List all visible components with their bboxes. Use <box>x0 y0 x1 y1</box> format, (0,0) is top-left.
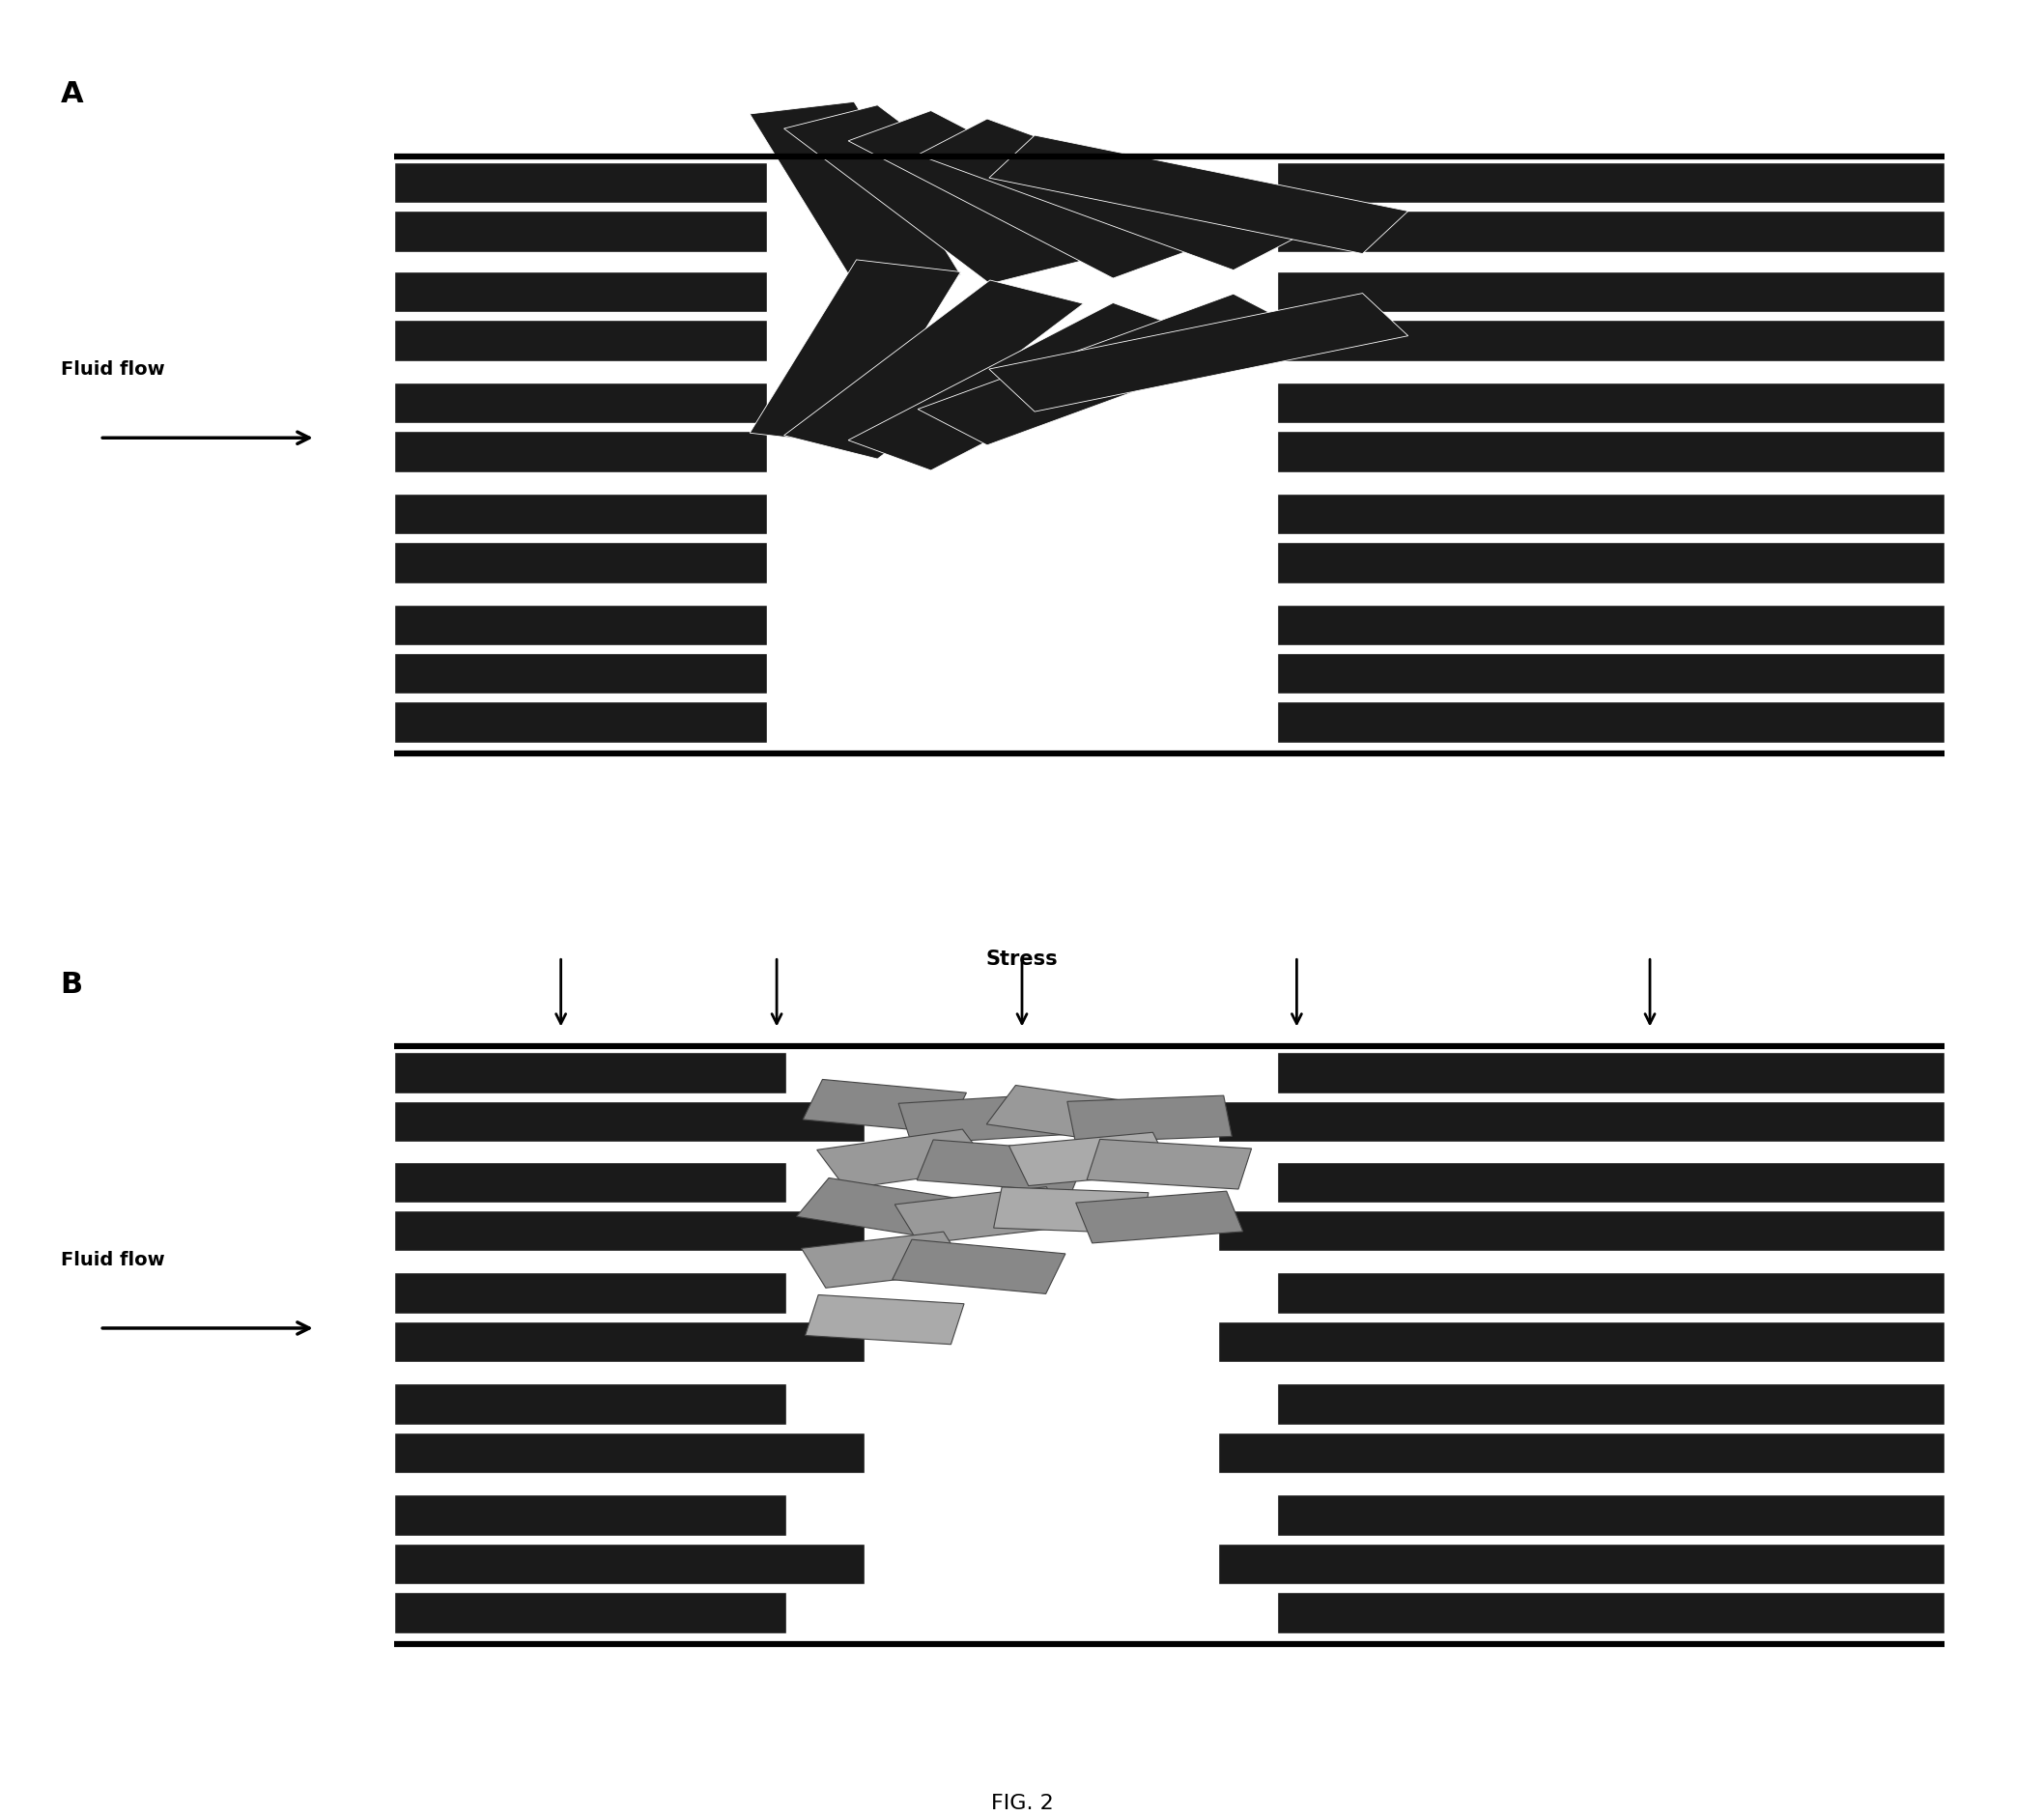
Bar <box>394 1322 865 1362</box>
Bar <box>1218 1322 1944 1362</box>
Bar <box>394 703 766 743</box>
Bar <box>989 294 1408 412</box>
Bar <box>394 321 766 361</box>
Bar <box>1218 1433 1944 1473</box>
Bar <box>989 136 1408 254</box>
Bar <box>797 1179 973 1240</box>
Bar <box>1278 163 1944 203</box>
Bar <box>394 654 766 694</box>
Bar <box>805 1295 965 1344</box>
Bar <box>993 1188 1149 1233</box>
Text: Stress: Stress <box>985 948 1059 968</box>
Bar <box>1278 543 1944 583</box>
Bar <box>1278 654 1944 694</box>
Bar <box>1010 1133 1173 1186</box>
Bar <box>394 211 766 252</box>
Bar <box>394 543 766 583</box>
Bar <box>785 105 1083 285</box>
Bar <box>394 1273 787 1315</box>
Text: B: B <box>61 970 84 999</box>
Bar <box>1278 703 1944 743</box>
Bar <box>1278 1162 1944 1202</box>
Bar <box>848 303 1196 470</box>
Bar <box>394 1100 865 1142</box>
Bar <box>1278 383 1944 425</box>
Bar <box>750 104 961 289</box>
Bar <box>899 1095 1067 1144</box>
Bar <box>1278 1384 1944 1426</box>
Bar <box>1278 1273 1944 1315</box>
Bar <box>394 1162 787 1202</box>
Text: A: A <box>61 80 84 109</box>
Bar <box>785 281 1083 459</box>
Bar <box>893 1240 1065 1295</box>
Text: Fluid flow: Fluid flow <box>61 1249 164 1269</box>
Bar <box>394 494 766 536</box>
Bar <box>895 1188 1071 1244</box>
Bar <box>1278 272 1944 312</box>
Bar <box>1278 432 1944 472</box>
Bar <box>394 1384 787 1426</box>
Bar <box>848 111 1196 280</box>
Bar <box>1218 1211 1944 1251</box>
Bar <box>803 1081 967 1133</box>
Bar <box>394 163 766 203</box>
Text: FIG. 2: FIG. 2 <box>991 1792 1053 1812</box>
Bar <box>750 260 961 447</box>
Bar <box>818 1130 991 1189</box>
Bar <box>918 1140 1087 1193</box>
Bar <box>1278 1593 1944 1633</box>
Bar <box>1087 1140 1251 1189</box>
Bar <box>801 1231 969 1288</box>
Bar <box>1278 321 1944 361</box>
Bar <box>1278 211 1944 252</box>
Bar <box>394 605 766 646</box>
Bar <box>394 432 766 472</box>
Bar <box>1218 1100 1944 1142</box>
Bar <box>1278 605 1944 646</box>
Bar <box>1278 1053 1944 1093</box>
Bar <box>1278 1495 1944 1536</box>
Bar <box>1075 1191 1243 1244</box>
Bar <box>394 1593 787 1633</box>
Bar <box>918 294 1302 447</box>
Bar <box>1278 494 1944 536</box>
Bar <box>394 383 766 425</box>
Text: Fluid flow: Fluid flow <box>61 360 164 380</box>
Bar <box>394 1211 865 1251</box>
Bar <box>987 1086 1155 1144</box>
Bar <box>1218 1544 1944 1584</box>
Bar <box>394 1053 787 1093</box>
Bar <box>918 120 1302 271</box>
Bar <box>394 1495 787 1536</box>
Bar <box>394 1544 865 1584</box>
Bar <box>1067 1095 1233 1142</box>
Bar <box>394 1433 865 1473</box>
Bar <box>394 272 766 312</box>
